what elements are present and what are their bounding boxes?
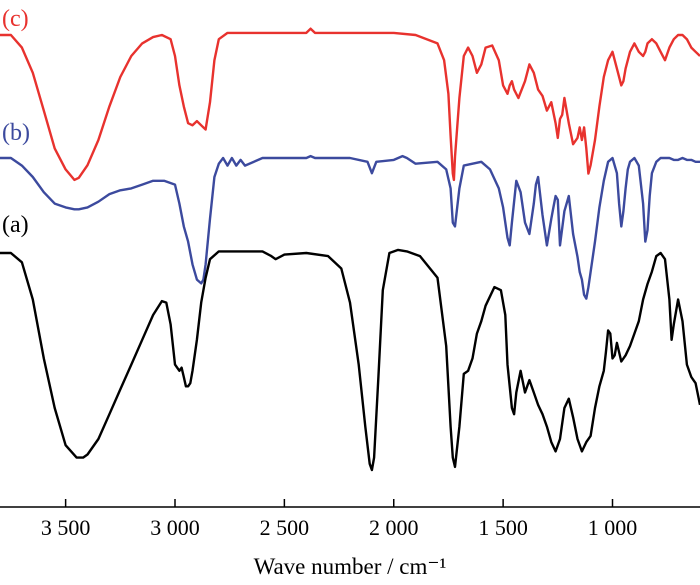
x-tick-label: 1 000 (588, 515, 638, 540)
x-axis-title: Wave number / cm⁻¹ (254, 554, 447, 579)
x-tick-layer: 3 500 3 000 2 500 2 000 1 500 1 000 (41, 499, 637, 540)
x-tick-label: 3 000 (150, 515, 200, 540)
series-label-c: (c) (2, 6, 29, 32)
x-tick-label: 1 500 (478, 515, 528, 540)
series-label-b: (b) (2, 120, 30, 146)
spectrum-line-c (0, 27, 700, 182)
spectrum-line-b (0, 154, 700, 300)
x-tick-label: 2 000 (369, 515, 419, 540)
series-layer (0, 27, 700, 472)
series-label-layer: (c) (b) (a) (2, 6, 30, 238)
series-label-a: (a) (2, 212, 29, 238)
x-tick-label: 2 500 (260, 515, 310, 540)
x-tick-label: 3 500 (41, 515, 91, 540)
spectrum-line-a (0, 248, 700, 472)
